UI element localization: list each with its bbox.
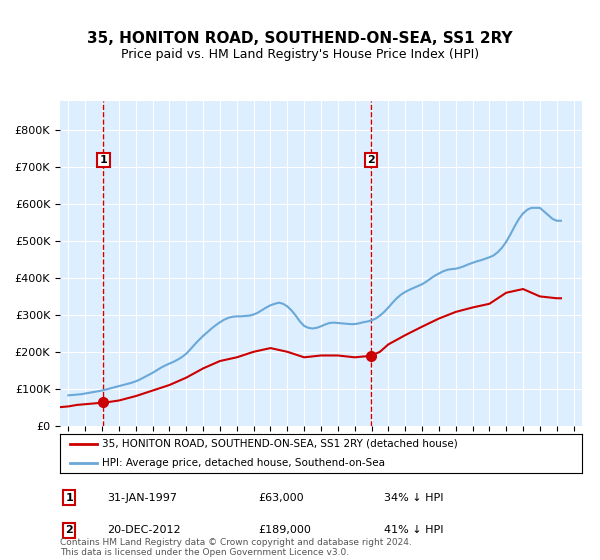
Text: £189,000: £189,000: [259, 525, 311, 535]
Text: 2: 2: [65, 525, 73, 535]
Text: 2: 2: [367, 155, 375, 165]
Text: HPI: Average price, detached house, Southend-on-Sea: HPI: Average price, detached house, Sout…: [102, 459, 385, 468]
Text: 41% ↓ HPI: 41% ↓ HPI: [383, 525, 443, 535]
Text: £63,000: £63,000: [259, 493, 304, 502]
Text: 1: 1: [100, 155, 107, 165]
Text: 31-JAN-1997: 31-JAN-1997: [107, 493, 177, 502]
Text: Price paid vs. HM Land Registry's House Price Index (HPI): Price paid vs. HM Land Registry's House …: [121, 48, 479, 60]
Text: Contains HM Land Registry data © Crown copyright and database right 2024.
This d: Contains HM Land Registry data © Crown c…: [60, 538, 412, 557]
Text: 34% ↓ HPI: 34% ↓ HPI: [383, 493, 443, 502]
Text: 20-DEC-2012: 20-DEC-2012: [107, 525, 181, 535]
Text: 35, HONITON ROAD, SOUTHEND-ON-SEA, SS1 2RY: 35, HONITON ROAD, SOUTHEND-ON-SEA, SS1 2…: [87, 31, 513, 46]
Text: 35, HONITON ROAD, SOUTHEND-ON-SEA, SS1 2RY (detached house): 35, HONITON ROAD, SOUTHEND-ON-SEA, SS1 2…: [102, 439, 458, 449]
Text: 1: 1: [65, 493, 73, 502]
